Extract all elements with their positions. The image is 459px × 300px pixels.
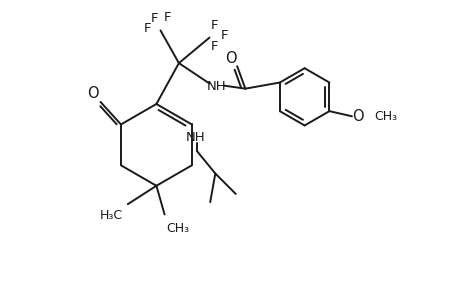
Text: H₃C: H₃C <box>99 209 123 222</box>
Text: O: O <box>352 109 363 124</box>
Text: F: F <box>163 11 171 24</box>
Text: CH₃: CH₃ <box>166 222 189 235</box>
Text: F: F <box>211 19 218 32</box>
Text: O: O <box>225 50 236 65</box>
Text: NH: NH <box>207 80 226 93</box>
Text: O: O <box>87 86 99 101</box>
Text: F: F <box>221 29 228 42</box>
Text: CH₃: CH₃ <box>374 110 397 123</box>
Text: F: F <box>211 40 218 53</box>
Text: NH: NH <box>186 131 205 144</box>
Text: F: F <box>143 22 151 35</box>
Text: F: F <box>150 12 158 25</box>
